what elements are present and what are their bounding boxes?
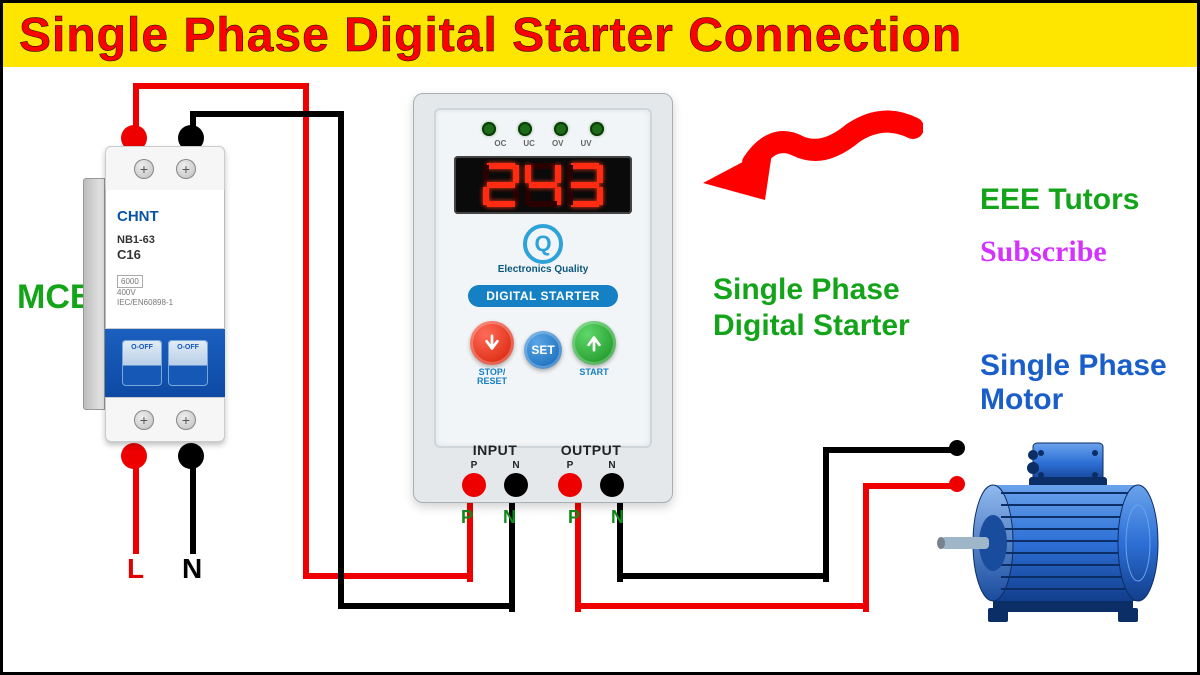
- wire: [303, 83, 309, 579]
- term-P: P: [567, 460, 574, 471]
- start-label: START: [579, 368, 608, 377]
- starter-badge: DIGITAL STARTER: [468, 285, 618, 307]
- diagram-canvas: Single Phase Digital Starter Connection …: [0, 0, 1200, 675]
- pn-label: N: [503, 507, 516, 528]
- term-N: N: [512, 460, 519, 471]
- set-button[interactable]: SET: [524, 331, 562, 369]
- wire: [863, 483, 869, 612]
- output-group: OUTPUT P N: [558, 442, 624, 496]
- term-N: N: [608, 460, 615, 471]
- input-N-dot: [504, 473, 528, 497]
- led-indicator: [554, 122, 568, 136]
- mcb-screw: [134, 410, 154, 430]
- led-label: OC: [494, 139, 506, 148]
- led-indicator: [590, 122, 604, 136]
- mcb-toggle: O-OFF: [122, 340, 162, 386]
- down-arrow-icon: [483, 334, 501, 352]
- mcb-device: CHNT NB1-63 C16 6000 400V IEC/EN60898-1 …: [83, 128, 238, 458]
- led-label: UC: [523, 139, 535, 148]
- logo-subtext: Electronics Quality: [436, 264, 650, 275]
- mcb-voltage: 400V: [117, 288, 173, 298]
- wire: [133, 463, 139, 554]
- mcb-screw: [134, 159, 154, 179]
- channel-name: EEE Tutors: [980, 183, 1139, 217]
- motor-label: Single Phase Motor: [980, 349, 1167, 417]
- line-N-label: N: [182, 553, 202, 585]
- mcb-bottom-terminals: [105, 398, 225, 442]
- motor-N-entry: [949, 440, 965, 456]
- wire: [190, 111, 344, 117]
- pointer-arrow: [703, 108, 923, 218]
- output-title: OUTPUT: [561, 442, 622, 458]
- led-labels: OC UC OV UV: [436, 139, 650, 148]
- digit: [525, 163, 561, 207]
- wire: [338, 603, 515, 609]
- digital-starter-device: OC UC OV UV Q Electronics Quality DIGITAL S…: [413, 93, 673, 503]
- output-P-dot: [558, 473, 582, 497]
- motor-P-entry: [949, 476, 965, 492]
- mcb-screw: [176, 410, 196, 430]
- wire: [617, 573, 829, 579]
- led-indicator: [518, 122, 532, 136]
- subscribe-text: Subscribe: [980, 235, 1107, 269]
- start-button[interactable]: [572, 321, 616, 365]
- starter-panel: OC UC OV UV Q Electronics Quality DIGITAL S…: [434, 108, 652, 448]
- digit: [483, 163, 519, 207]
- stop-button[interactable]: [470, 321, 514, 365]
- pn-label: N: [611, 507, 624, 528]
- mcb-markings: CHNT NB1-63 C16 6000 400V IEC/EN60898-1: [117, 208, 173, 308]
- digit: [567, 163, 603, 207]
- mcb-top-terminals: [105, 146, 225, 190]
- line-L-label: L: [127, 553, 144, 585]
- stop-label: STOP/ RESET: [477, 368, 507, 387]
- mcb-model: NB1-63: [117, 234, 155, 246]
- mcb-toggle: O-OFF: [168, 340, 208, 386]
- wire: [133, 83, 309, 89]
- logo-icon: Q: [523, 224, 563, 264]
- wire: [338, 111, 344, 609]
- title-text: Single Phase Digital Starter Connection: [19, 8, 962, 63]
- brand-logo: Q Electronics Quality: [436, 224, 650, 275]
- up-arrow-icon: [585, 334, 603, 352]
- motor-device: [933, 433, 1183, 633]
- title-bar: Single Phase Digital Starter Connection: [3, 3, 1197, 67]
- output-N-dot: [600, 473, 624, 497]
- led-label: OV: [552, 139, 564, 148]
- mcb-rail: [83, 178, 105, 410]
- led-row: [436, 122, 650, 136]
- pn-label: P: [568, 507, 580, 528]
- led-indicator: [482, 122, 496, 136]
- mcb-toggle-area: O-OFF O-OFF: [105, 328, 225, 398]
- wire: [575, 603, 869, 609]
- input-P-dot: [462, 473, 486, 497]
- led-label: UV: [581, 139, 592, 148]
- input-title: INPUT: [473, 442, 518, 458]
- pn-label: P: [461, 507, 473, 528]
- wire: [823, 447, 829, 582]
- mcb-brand: CHNT: [117, 208, 173, 226]
- seven-seg-display: [454, 156, 632, 214]
- mcb-iec: IEC/EN60898-1: [117, 298, 173, 308]
- wire: [190, 463, 196, 554]
- starter-label: Single Phase Digital Starter: [713, 272, 910, 344]
- mcb-screw: [176, 159, 196, 179]
- button-row: STOP/ RESET SET START: [436, 321, 650, 387]
- wire: [303, 573, 473, 579]
- input-group: INPUT P N: [462, 442, 528, 496]
- term-P: P: [471, 460, 478, 471]
- io-terminals: INPUT P N OUTPUT P N: [414, 442, 672, 496]
- mcb-rating: C16: [117, 247, 173, 263]
